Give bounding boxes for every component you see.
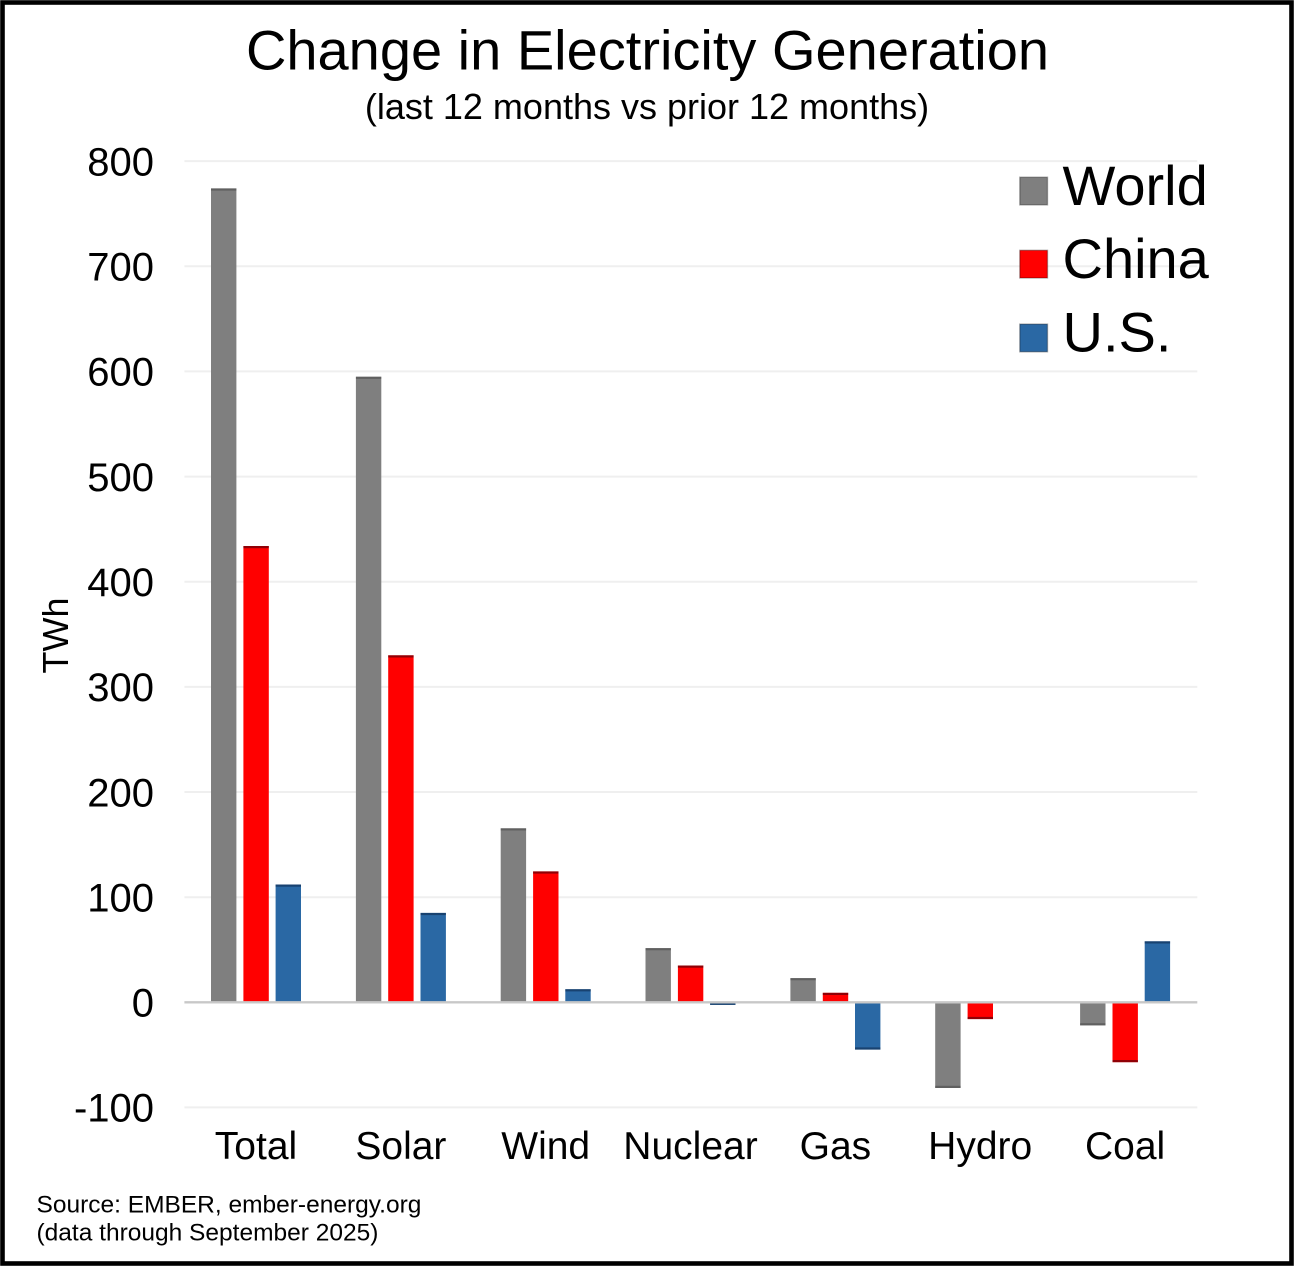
svg-text:Change in Electricity Generati: Change in Electricity Generation [246, 19, 1049, 82]
svg-text:Gas: Gas [800, 1125, 872, 1168]
svg-text:Wind: Wind [501, 1125, 590, 1168]
svg-text:700: 700 [87, 246, 154, 290]
svg-text:Source: EMBER, ember-energy.or: Source: EMBER, ember-energy.org [37, 1192, 422, 1219]
svg-text:Solar: Solar [355, 1125, 446, 1168]
svg-text:Hydro: Hydro [928, 1125, 1032, 1168]
svg-text:400: 400 [87, 561, 154, 605]
svg-text:Total: Total [215, 1125, 297, 1168]
svg-text:100: 100 [87, 877, 154, 921]
svg-text:China: China [1063, 227, 1210, 290]
svg-text:TWh: TWh [35, 598, 76, 674]
svg-text:600: 600 [87, 351, 154, 395]
svg-text:U.S.: U.S. [1063, 301, 1172, 364]
svg-text:Coal: Coal [1085, 1125, 1165, 1168]
svg-text:World: World [1063, 154, 1208, 217]
svg-text:0: 0 [132, 982, 154, 1026]
svg-text:800: 800 [87, 140, 154, 184]
svg-text:(data through September 2025): (data through September 2025) [37, 1219, 379, 1246]
svg-text:-100: -100 [74, 1087, 154, 1131]
svg-text:Nuclear: Nuclear [623, 1125, 757, 1168]
svg-text:(last 12 months vs prior 12 mo: (last 12 months vs prior 12 months) [365, 86, 929, 127]
svg-text:200: 200 [87, 771, 154, 815]
svg-text:500: 500 [87, 456, 154, 500]
svg-text:300: 300 [87, 666, 154, 710]
